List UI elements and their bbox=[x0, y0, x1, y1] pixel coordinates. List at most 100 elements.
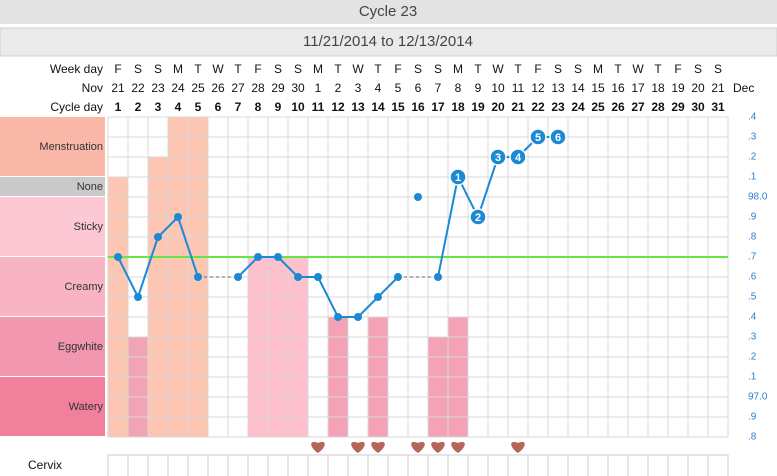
y2-tick-label: .4 bbox=[748, 112, 757, 123]
cycle-day: 23 bbox=[551, 100, 565, 114]
temp-point bbox=[314, 273, 322, 281]
heart bbox=[451, 441, 465, 453]
temp-point bbox=[394, 273, 402, 281]
point-label: 1 bbox=[455, 172, 461, 184]
date: 12 bbox=[531, 81, 545, 95]
date: 17 bbox=[631, 81, 645, 95]
cycle-day: 24 bbox=[571, 100, 585, 114]
weekday: W bbox=[632, 62, 644, 76]
cycle-day: 5 bbox=[195, 100, 202, 114]
temp-point bbox=[114, 253, 122, 261]
cycle-day: 14 bbox=[371, 100, 385, 114]
row-label: Week day bbox=[50, 62, 103, 76]
cycle-day: 4 bbox=[175, 100, 182, 114]
y2-tick-label: .2 bbox=[748, 352, 757, 363]
temp-point bbox=[509, 148, 527, 166]
cycle-day: 6 bbox=[215, 100, 222, 114]
date: 1 bbox=[315, 81, 322, 95]
cycle-day: 3 bbox=[155, 100, 162, 114]
temp-point bbox=[254, 253, 262, 261]
y2-tick-label: .8 bbox=[748, 432, 757, 443]
cycle-day: 12 bbox=[331, 100, 345, 114]
temp-point bbox=[294, 273, 302, 281]
fluid-bar bbox=[128, 337, 148, 437]
fluid-bar bbox=[108, 177, 128, 437]
y2-tick-label: .9 bbox=[748, 412, 757, 423]
point-label: 5 bbox=[535, 132, 541, 144]
temp-point bbox=[374, 293, 382, 301]
cycle-day: 22 bbox=[531, 100, 545, 114]
date: 21 bbox=[111, 81, 125, 95]
date: 15 bbox=[591, 81, 605, 95]
y2-tick-label: .6 bbox=[748, 272, 757, 283]
date: 18 bbox=[651, 81, 665, 95]
y2-tick-label: 98.0 bbox=[748, 192, 768, 203]
temp-point bbox=[274, 253, 282, 261]
weekday: T bbox=[234, 62, 242, 76]
date: 8 bbox=[455, 81, 462, 95]
weekday: F bbox=[534, 62, 541, 76]
date: 14 bbox=[571, 81, 585, 95]
date: 19 bbox=[671, 81, 685, 95]
title-bar bbox=[0, 0, 777, 24]
temp-point bbox=[529, 128, 547, 146]
y2-tick-label: .5 bbox=[748, 292, 757, 303]
temp-point bbox=[354, 313, 362, 321]
fluid-band bbox=[0, 377, 105, 436]
date: 13 bbox=[551, 81, 565, 95]
temp-point bbox=[154, 233, 162, 241]
y2-tick-label: .7 bbox=[748, 252, 757, 263]
date: 20 bbox=[691, 81, 705, 95]
cycle-day: 28 bbox=[651, 100, 665, 114]
y2-tick-label: .2 bbox=[748, 152, 757, 163]
date: 9 bbox=[475, 81, 482, 95]
date: 30 bbox=[291, 81, 305, 95]
cycle-day: 13 bbox=[351, 100, 365, 114]
y2-tick-label: 97.0 bbox=[748, 392, 768, 403]
title: Cycle 23 bbox=[359, 3, 417, 20]
cycle-day: 15 bbox=[391, 100, 405, 114]
weekday: S bbox=[574, 62, 582, 76]
cycle-day: 18 bbox=[451, 100, 465, 114]
discarded-point bbox=[414, 193, 422, 201]
fluid-band bbox=[0, 257, 105, 316]
weekday: W bbox=[492, 62, 504, 76]
heart bbox=[311, 441, 325, 453]
cycle-day: 8 bbox=[255, 100, 262, 114]
cycle-day: 29 bbox=[671, 100, 685, 114]
fluid-band bbox=[0, 317, 105, 376]
cycle-day: 31 bbox=[711, 100, 725, 114]
heart bbox=[351, 441, 365, 453]
cycle-day: 7 bbox=[235, 100, 242, 114]
date: 24 bbox=[171, 81, 185, 95]
cycle-day: 21 bbox=[511, 100, 525, 114]
date: 21 bbox=[711, 81, 725, 95]
point-label: 2 bbox=[475, 212, 481, 224]
weekday: T bbox=[194, 62, 202, 76]
fluid-label: Menstruation bbox=[39, 141, 103, 153]
date-range: 11/21/2014 to 12/13/2014 bbox=[303, 33, 473, 50]
temp-point bbox=[449, 168, 467, 186]
weekday: S bbox=[694, 62, 702, 76]
heart bbox=[431, 441, 445, 453]
weekday: M bbox=[173, 62, 183, 76]
cycle-day: 9 bbox=[275, 100, 282, 114]
point-label: 6 bbox=[555, 132, 561, 144]
date-bar bbox=[0, 27, 777, 57]
date: 22 bbox=[131, 81, 145, 95]
fluid-label: Sticky bbox=[74, 221, 104, 233]
weekday: S bbox=[154, 62, 162, 76]
weekday: S bbox=[434, 62, 442, 76]
y2-tick-label: .8 bbox=[748, 232, 757, 243]
fluid-band bbox=[0, 177, 105, 196]
temp-point bbox=[194, 273, 202, 281]
weekday: F bbox=[674, 62, 681, 76]
weekday: S bbox=[714, 62, 722, 76]
temp-point bbox=[434, 273, 442, 281]
date: 16 bbox=[611, 81, 625, 95]
weekday: S bbox=[274, 62, 282, 76]
y2-tick-label: .1 bbox=[748, 372, 757, 383]
date: 7 bbox=[435, 81, 442, 95]
cycle-day: 10 bbox=[291, 100, 305, 114]
